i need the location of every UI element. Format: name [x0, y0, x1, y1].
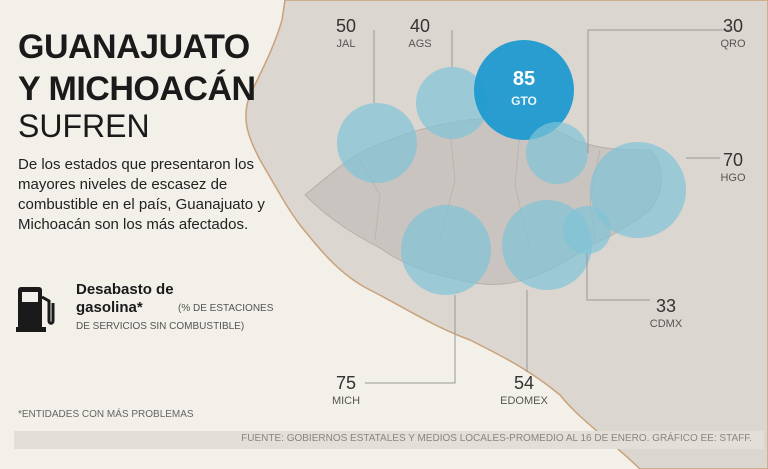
state-abbr-cdmx: CDMX [649, 318, 683, 330]
source-text: FUENTE: GOBIERNOS ESTATALES Y MEDIOS LOC… [241, 433, 752, 444]
value-label-hgo: 70 [722, 150, 744, 170]
legend-title-line-2: gasolina* [76, 299, 143, 316]
leader-lines [365, 29, 733, 384]
description: De los estados que presentaron los mayor… [18, 156, 265, 233]
bubble-edomex [502, 200, 592, 290]
bubble-qro [526, 122, 588, 184]
value-label-jal: 50 [335, 16, 357, 36]
state-abbr-mich: MICH [331, 395, 361, 407]
legend-title-line-1: Desabasto de [76, 281, 174, 298]
bubble-layer [337, 40, 686, 295]
state-abbr-hgo: HGO [720, 172, 746, 184]
bubble-ags [416, 67, 488, 139]
headline-line-1: GUANAJUATO [18, 28, 250, 66]
legend-note-line-2: DE SERVICIOS SIN COMBUSTIBLE) [76, 321, 245, 332]
state-abbr-gto: GTO [511, 94, 537, 108]
footnote: *ENTIDADES CON MÁS PROBLEMAS [18, 409, 194, 420]
value-label-qro: 30 [722, 16, 744, 36]
value-label-edomex: 54 [513, 373, 535, 393]
leader-line-cdmx [586, 254, 650, 301]
state-abbr-ags: AGS [408, 38, 432, 50]
leader-line-qro [587, 29, 733, 153]
value-label-mich: 75 [335, 373, 357, 393]
state-borders [359, 129, 601, 251]
bubble-jal [337, 103, 417, 183]
bubble-mich [401, 205, 491, 295]
value-label-ags: 40 [409, 16, 431, 36]
value-label-cdmx: 33 [655, 296, 677, 316]
headline-line-2: Y MICHOACÁN [18, 70, 256, 108]
bubble-hgo [590, 142, 686, 238]
state-abbr-edomex: EDOMEX [500, 395, 548, 407]
leader-line-mich [365, 295, 456, 384]
value-label-gto: 85 [512, 68, 536, 90]
gas-pump-icon [16, 287, 55, 332]
state-abbr-jal: JAL [336, 38, 356, 50]
headline-line-3: SUFREN [18, 108, 150, 144]
source-bar: FUENTE: GOBIERNOS ESTATALES Y MEDIOS LOC… [14, 431, 764, 449]
legend-note-line-1: (% DE ESTACIONES [178, 303, 274, 314]
state-abbr-qro: QRO [720, 38, 746, 50]
bubble-gto [474, 40, 574, 140]
